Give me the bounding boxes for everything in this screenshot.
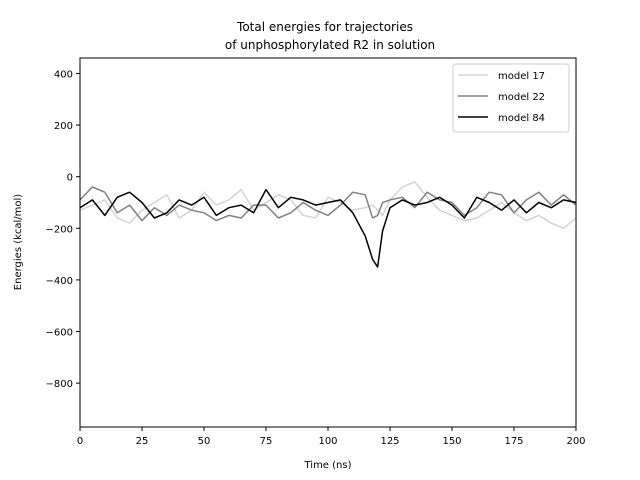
x-tick-label: 25 [136, 436, 149, 447]
legend: model 17 model 22 model 84 [452, 63, 570, 133]
x-tick-label: 200 [566, 436, 585, 447]
x-axis: 0 25 50 75 100 125 150 175 200 [77, 427, 586, 447]
y-tick-label: −400 [46, 276, 73, 287]
x-tick-label: 0 [77, 436, 83, 447]
series-layer [79, 181, 577, 268]
y-tick-label: 0 [67, 173, 73, 184]
y-axis-title: Energies (kcal/mol) [13, 194, 24, 291]
y-tick-label: 200 [54, 121, 73, 132]
y-tick-label: 400 [54, 69, 73, 80]
series-line-2 [79, 186, 577, 222]
x-tick-label: 100 [318, 436, 337, 447]
x-tick-label: 75 [260, 436, 273, 447]
x-tick-label: 150 [442, 436, 461, 447]
chart-title-line-1: Total energies for trajectories [236, 20, 413, 34]
x-axis-title: Time (ns) [303, 460, 351, 471]
legend-box [452, 63, 570, 133]
x-tick-label: 175 [504, 436, 523, 447]
y-tick-label: −200 [46, 224, 73, 235]
y-axis: −800 −600 −400 −200 0 200 400 [46, 69, 80, 390]
series-line-1 [79, 181, 577, 230]
x-tick-label: 125 [380, 436, 399, 447]
y-tick-label: −600 [46, 328, 73, 339]
legend-label-1: model 17 [498, 71, 545, 82]
legend-label-2: model 22 [498, 92, 545, 103]
series-line-3 [79, 188, 577, 268]
y-tick-label: −800 [46, 379, 73, 390]
chart-title-line-2: of unphosphorylated R2 in solution [225, 38, 435, 52]
legend-label-3: model 84 [498, 113, 545, 124]
x-tick-label: 50 [198, 436, 211, 447]
